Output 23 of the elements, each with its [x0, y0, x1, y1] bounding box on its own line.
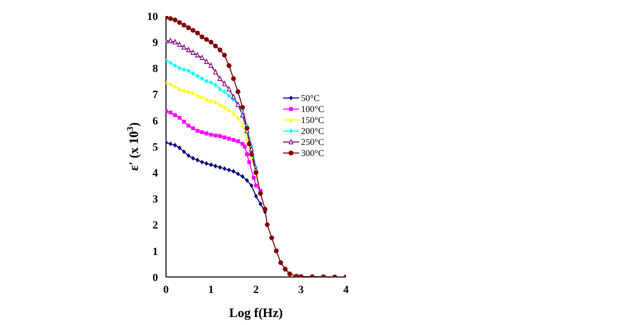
y-tick-label: 0: [152, 272, 158, 284]
legend-label: 200°C: [301, 126, 324, 136]
y-tick-label: 7: [152, 89, 158, 102]
y-tick-label: 1: [152, 246, 158, 258]
legend-label: 150°C: [301, 114, 324, 124]
y-tick-label: 8: [152, 63, 158, 76]
y-tick-label: 3: [152, 194, 158, 206]
y-tick-label: 4: [152, 168, 158, 180]
x-tick-label: 3: [298, 284, 304, 296]
x-axis-title: Log f(Hz): [229, 305, 283, 320]
x-tick-label: 1: [208, 284, 214, 296]
x-tick-label: 2: [253, 284, 260, 296]
legend-label: 100°C: [301, 104, 324, 114]
y-tick-label: 10: [147, 10, 158, 23]
y-tick-label: 6: [152, 115, 158, 128]
y-tick-label: 2: [152, 220, 158, 232]
legend-label: 300°C: [301, 148, 324, 158]
x-tick-label: 0: [163, 284, 170, 296]
y-tick-label: 9: [152, 37, 158, 50]
y-tick-label: 5: [152, 141, 158, 154]
legend-label: 250°C: [301, 136, 324, 146]
x-tick-label: 4: [343, 284, 350, 296]
legend-label: 50°C: [301, 92, 320, 102]
